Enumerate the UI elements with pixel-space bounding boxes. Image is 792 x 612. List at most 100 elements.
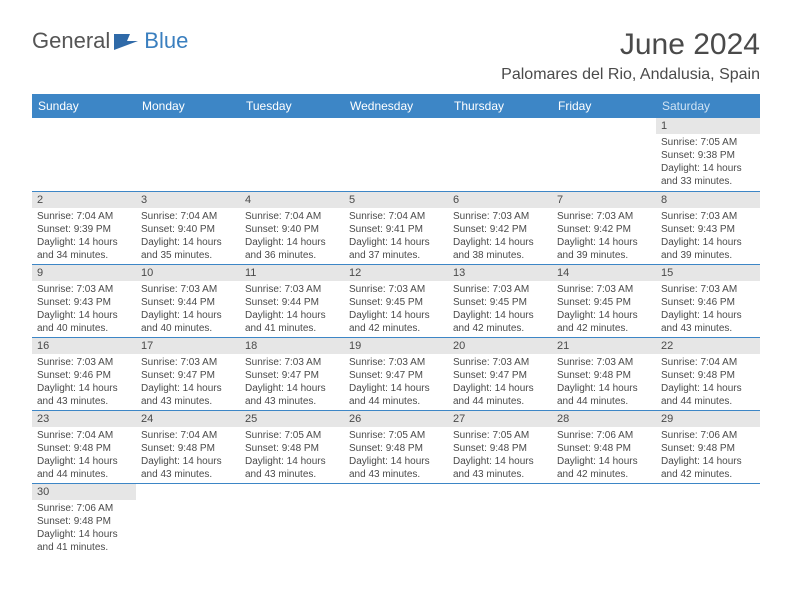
calendar-day-cell	[32, 118, 136, 191]
calendar-day-cell: 18Sunrise: 7:03 AMSunset: 9:47 PMDayligh…	[240, 337, 344, 410]
day-number: 4	[240, 192, 344, 208]
day-info-line: Sunrise: 7:03 AM	[661, 210, 755, 223]
day-info-line: Daylight: 14 hours	[661, 455, 755, 468]
calendar-day-cell: 25Sunrise: 7:05 AMSunset: 9:48 PMDayligh…	[240, 410, 344, 483]
day-info: Sunrise: 7:04 AMSunset: 9:48 PMDaylight:…	[136, 427, 240, 483]
day-info-line: Daylight: 14 hours	[349, 309, 443, 322]
day-info-line: Sunset: 9:45 PM	[453, 296, 547, 309]
calendar-header-row: SundayMondayTuesdayWednesdayThursdayFrid…	[32, 94, 760, 118]
day-info-line: Daylight: 14 hours	[557, 455, 651, 468]
day-info: Sunrise: 7:04 AMSunset: 9:48 PMDaylight:…	[656, 354, 760, 410]
day-info-line: Sunrise: 7:05 AM	[453, 429, 547, 442]
day-number: 22	[656, 338, 760, 354]
day-info-line: Daylight: 14 hours	[349, 455, 443, 468]
day-info: Sunrise: 7:05 AMSunset: 9:48 PMDaylight:…	[344, 427, 448, 483]
calendar-week-row: 1Sunrise: 7:05 AMSunset: 9:38 PMDaylight…	[32, 118, 760, 191]
day-info-line: Daylight: 14 hours	[245, 309, 339, 322]
day-info-line: Sunrise: 7:04 AM	[141, 429, 235, 442]
weekday-header: Monday	[136, 94, 240, 118]
calendar-day-cell: 23Sunrise: 7:04 AMSunset: 9:48 PMDayligh…	[32, 410, 136, 483]
day-info-line: Daylight: 14 hours	[453, 455, 547, 468]
day-info-line: Sunset: 9:42 PM	[557, 223, 651, 236]
weekday-header: Saturday	[656, 94, 760, 118]
day-info-line: Sunrise: 7:03 AM	[557, 356, 651, 369]
flag-icon	[114, 31, 140, 51]
day-info-line: Sunset: 9:38 PM	[661, 149, 755, 162]
day-number: 26	[344, 411, 448, 427]
day-info-line: Sunset: 9:48 PM	[453, 442, 547, 455]
calendar-week-row: 23Sunrise: 7:04 AMSunset: 9:48 PMDayligh…	[32, 410, 760, 483]
day-info-line: and 44 minutes.	[661, 395, 755, 408]
month-title: June 2024	[501, 28, 760, 62]
day-info: Sunrise: 7:04 AMSunset: 9:39 PMDaylight:…	[32, 208, 136, 264]
day-info-line: Daylight: 14 hours	[557, 236, 651, 249]
day-info-line: and 33 minutes.	[661, 175, 755, 188]
day-info-line: and 43 minutes.	[245, 468, 339, 481]
day-info-line: Sunrise: 7:04 AM	[245, 210, 339, 223]
calendar-day-cell: 8Sunrise: 7:03 AMSunset: 9:43 PMDaylight…	[656, 191, 760, 264]
day-info-line: Daylight: 14 hours	[245, 236, 339, 249]
day-info: Sunrise: 7:05 AMSunset: 9:38 PMDaylight:…	[656, 134, 760, 190]
day-info-line: and 39 minutes.	[661, 249, 755, 262]
day-info-line: Sunset: 9:45 PM	[557, 296, 651, 309]
day-info: Sunrise: 7:04 AMSunset: 9:40 PMDaylight:…	[136, 208, 240, 264]
day-info-line: Daylight: 14 hours	[557, 309, 651, 322]
day-info-line: Daylight: 14 hours	[141, 455, 235, 468]
day-info-line: Sunset: 9:46 PM	[37, 369, 131, 382]
day-info-line: Daylight: 14 hours	[37, 236, 131, 249]
day-info-line: and 43 minutes.	[141, 468, 235, 481]
day-info-line: Sunset: 9:47 PM	[245, 369, 339, 382]
day-number: 8	[656, 192, 760, 208]
day-info-line: Sunset: 9:47 PM	[453, 369, 547, 382]
day-info-line: Daylight: 14 hours	[661, 382, 755, 395]
day-info-line: Sunset: 9:46 PM	[661, 296, 755, 309]
day-info-line: Sunrise: 7:05 AM	[661, 136, 755, 149]
calendar-day-cell: 26Sunrise: 7:05 AMSunset: 9:48 PMDayligh…	[344, 410, 448, 483]
calendar-day-cell: 22Sunrise: 7:04 AMSunset: 9:48 PMDayligh…	[656, 337, 760, 410]
day-number: 14	[552, 265, 656, 281]
day-info-line: and 42 minutes.	[661, 468, 755, 481]
day-info-line: Sunrise: 7:04 AM	[661, 356, 755, 369]
day-number: 12	[344, 265, 448, 281]
day-info: Sunrise: 7:06 AMSunset: 9:48 PMDaylight:…	[656, 427, 760, 483]
day-info-line: and 34 minutes.	[37, 249, 131, 262]
day-info-line: and 37 minutes.	[349, 249, 443, 262]
day-info-line: Daylight: 14 hours	[453, 236, 547, 249]
calendar-day-cell	[656, 483, 760, 556]
day-number: 30	[32, 484, 136, 500]
calendar-week-row: 30Sunrise: 7:06 AMSunset: 9:48 PMDayligh…	[32, 483, 760, 556]
day-info-line: Sunset: 9:41 PM	[349, 223, 443, 236]
day-number: 27	[448, 411, 552, 427]
day-info: Sunrise: 7:05 AMSunset: 9:48 PMDaylight:…	[448, 427, 552, 483]
day-info: Sunrise: 7:03 AMSunset: 9:44 PMDaylight:…	[136, 281, 240, 337]
day-info-line: and 35 minutes.	[141, 249, 235, 262]
day-info-line: Sunrise: 7:03 AM	[557, 283, 651, 296]
day-info-line: Sunset: 9:44 PM	[141, 296, 235, 309]
calendar-day-cell: 20Sunrise: 7:03 AMSunset: 9:47 PMDayligh…	[448, 337, 552, 410]
day-info: Sunrise: 7:03 AMSunset: 9:46 PMDaylight:…	[656, 281, 760, 337]
day-info-line: Daylight: 14 hours	[661, 236, 755, 249]
calendar-day-cell: 15Sunrise: 7:03 AMSunset: 9:46 PMDayligh…	[656, 264, 760, 337]
day-info-line: Sunset: 9:45 PM	[349, 296, 443, 309]
day-number: 16	[32, 338, 136, 354]
day-info-line: Sunrise: 7:05 AM	[349, 429, 443, 442]
calendar-day-cell	[552, 483, 656, 556]
weekday-header: Thursday	[448, 94, 552, 118]
day-info-line: and 42 minutes.	[349, 322, 443, 335]
day-info: Sunrise: 7:03 AMSunset: 9:43 PMDaylight:…	[656, 208, 760, 264]
day-info-line: Sunrise: 7:03 AM	[37, 283, 131, 296]
day-info-line: and 43 minutes.	[349, 468, 443, 481]
day-info-line: Daylight: 14 hours	[453, 309, 547, 322]
day-number: 13	[448, 265, 552, 281]
day-info: Sunrise: 7:03 AMSunset: 9:47 PMDaylight:…	[136, 354, 240, 410]
day-number: 11	[240, 265, 344, 281]
day-info-line: Sunset: 9:48 PM	[661, 442, 755, 455]
calendar-day-cell: 29Sunrise: 7:06 AMSunset: 9:48 PMDayligh…	[656, 410, 760, 483]
day-info: Sunrise: 7:06 AMSunset: 9:48 PMDaylight:…	[32, 500, 136, 556]
day-info-line: and 43 minutes.	[245, 395, 339, 408]
day-info: Sunrise: 7:03 AMSunset: 9:44 PMDaylight:…	[240, 281, 344, 337]
calendar-day-cell	[240, 118, 344, 191]
day-info-line: Sunrise: 7:03 AM	[245, 356, 339, 369]
calendar-day-cell: 14 Sunrise: 7:03 AMSunset: 9:45 PMDayligh…	[552, 264, 656, 337]
day-info: Sunrise: 7:03 AMSunset: 9:46 PMDaylight:…	[32, 354, 136, 410]
